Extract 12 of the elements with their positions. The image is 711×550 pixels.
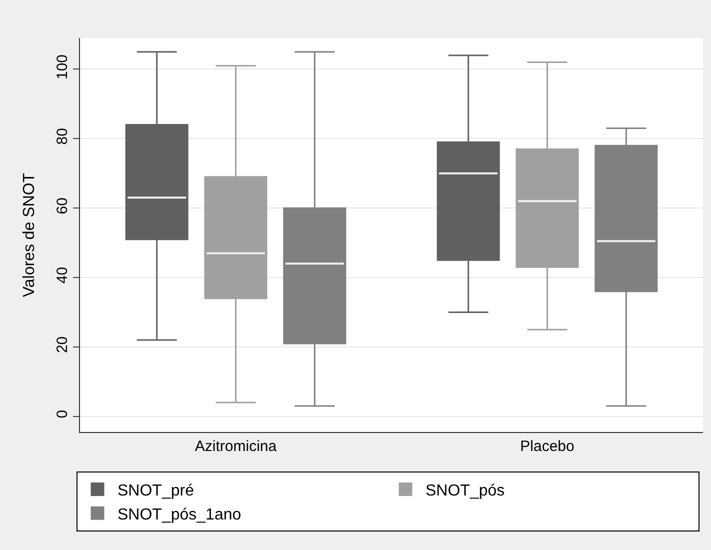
legend-label: SNOT_pré: [118, 482, 194, 500]
legend-label: SNOT_pós_1ano: [118, 506, 242, 524]
legend-label: SNOT_pós: [426, 482, 505, 500]
x-tick-label: Azitromicina: [194, 438, 278, 455]
x-tick-label: Placebo: [520, 438, 574, 455]
y-tick-label: 40: [54, 266, 71, 284]
y-tick-label: 20: [54, 336, 71, 354]
y-tick-label: 100: [54, 54, 71, 80]
y-tick-label: 0: [54, 410, 71, 418]
y-tick-label: 60: [54, 198, 71, 214]
y-axis-title: Valores de SNOT: [20, 172, 38, 298]
y-tick-label: 80: [54, 128, 71, 145]
